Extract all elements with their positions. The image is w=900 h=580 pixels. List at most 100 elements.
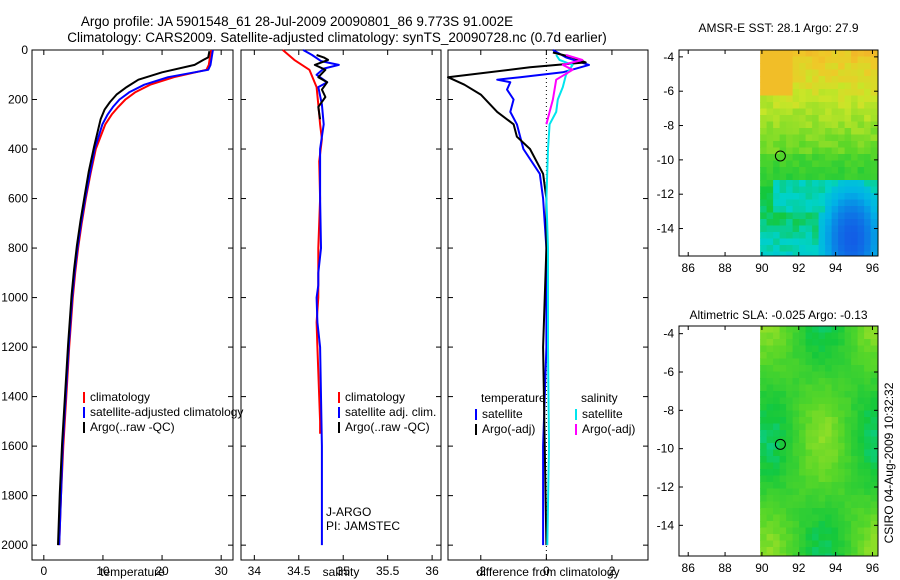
map-cell xyxy=(766,384,774,392)
map-cell xyxy=(825,76,833,84)
map-cell xyxy=(766,219,774,227)
map-cell xyxy=(851,540,859,548)
map-cell xyxy=(838,534,846,542)
map-cell xyxy=(851,384,859,392)
map-cell xyxy=(766,147,774,155)
map-cell xyxy=(838,154,846,162)
map-cell xyxy=(864,417,872,425)
map-cell xyxy=(851,219,859,227)
map-cell xyxy=(812,514,820,522)
map-cell xyxy=(812,553,820,556)
map-cell xyxy=(838,527,846,535)
map-cell xyxy=(760,430,768,438)
map-cell xyxy=(805,508,813,516)
map-cell xyxy=(805,206,813,214)
map-cell xyxy=(799,225,807,233)
map-cell xyxy=(857,173,865,181)
depth-tick-label: 1200 xyxy=(1,340,28,354)
map-cell xyxy=(760,417,768,425)
map-cell xyxy=(825,128,833,136)
map-cell xyxy=(773,404,781,412)
sst-lon-label: 90 xyxy=(755,261,769,275)
map-cell xyxy=(773,384,781,392)
map-cell xyxy=(838,173,846,181)
map-cell xyxy=(857,397,865,405)
map-cell xyxy=(779,186,787,194)
map-cell xyxy=(844,332,852,340)
difference-series-temperature-satellite xyxy=(496,49,590,546)
map-cell xyxy=(857,180,865,188)
map-cell xyxy=(838,251,846,256)
map-cell xyxy=(779,173,787,181)
map-cell xyxy=(838,50,846,58)
map-cell xyxy=(831,534,839,542)
map-cell xyxy=(786,193,794,201)
map-cell xyxy=(799,199,807,207)
map-cell xyxy=(825,456,833,464)
map-cell xyxy=(844,430,852,438)
map-cell xyxy=(857,225,865,233)
map-cell xyxy=(760,514,768,522)
map-cell xyxy=(779,488,787,496)
map-cell xyxy=(786,102,794,110)
map-cell xyxy=(844,397,852,405)
map-cell xyxy=(805,553,813,556)
map-cell xyxy=(812,527,820,535)
map-cell xyxy=(844,534,852,542)
map-cell xyxy=(825,102,833,110)
map-cell xyxy=(779,553,787,556)
map-cell xyxy=(773,95,781,103)
map-cell xyxy=(825,521,833,529)
map-cell xyxy=(773,371,781,379)
map-cell xyxy=(799,251,807,256)
map-cell xyxy=(851,245,859,253)
sla-lat-label: -6 xyxy=(663,365,674,379)
map-cell xyxy=(831,76,839,84)
sst-map-panel: AMSR-E SST: 28.1 Argo: 27.9 86 88 90 92 94 96 -… xyxy=(657,21,880,275)
map-cell xyxy=(825,547,833,555)
map-cell xyxy=(838,475,846,483)
map-cell xyxy=(870,410,878,418)
map-cell xyxy=(818,443,826,451)
map-cell xyxy=(805,365,813,373)
map-cell xyxy=(766,547,774,555)
map-cell xyxy=(851,232,859,240)
map-cell xyxy=(760,56,768,64)
map-cell xyxy=(825,180,833,188)
map-cell xyxy=(766,232,774,240)
map-cell xyxy=(818,332,826,340)
map-cell xyxy=(805,173,813,181)
map-cell xyxy=(773,128,781,136)
map-cell xyxy=(864,115,872,123)
map-cell xyxy=(779,147,787,155)
map-cell xyxy=(786,378,794,386)
map-cell xyxy=(786,514,794,522)
map-cell xyxy=(786,449,794,457)
map-cell xyxy=(857,508,865,516)
map-cell xyxy=(786,410,794,418)
map-cell xyxy=(818,63,826,71)
map-cell xyxy=(818,76,826,84)
map-cell xyxy=(864,430,872,438)
temperature-xtick-label: 30 xyxy=(214,564,228,578)
map-cell xyxy=(773,553,781,556)
map-cell xyxy=(831,495,839,503)
map-cell xyxy=(851,251,859,256)
map-cell xyxy=(857,371,865,379)
map-cell xyxy=(786,462,794,470)
map-cell xyxy=(805,449,813,457)
map-cell xyxy=(786,332,794,340)
map-cell xyxy=(857,89,865,97)
map-cell xyxy=(760,167,768,175)
map-cell xyxy=(870,102,878,110)
map-cell xyxy=(766,508,774,516)
map-cell xyxy=(851,391,859,399)
map-cell xyxy=(870,186,878,194)
sla-map-frame xyxy=(678,325,879,557)
map-cell xyxy=(792,56,800,64)
map-cell xyxy=(779,199,787,207)
map-cell xyxy=(779,469,787,477)
map-cell xyxy=(870,193,878,201)
map-cell xyxy=(773,245,781,253)
map-cell xyxy=(857,436,865,444)
